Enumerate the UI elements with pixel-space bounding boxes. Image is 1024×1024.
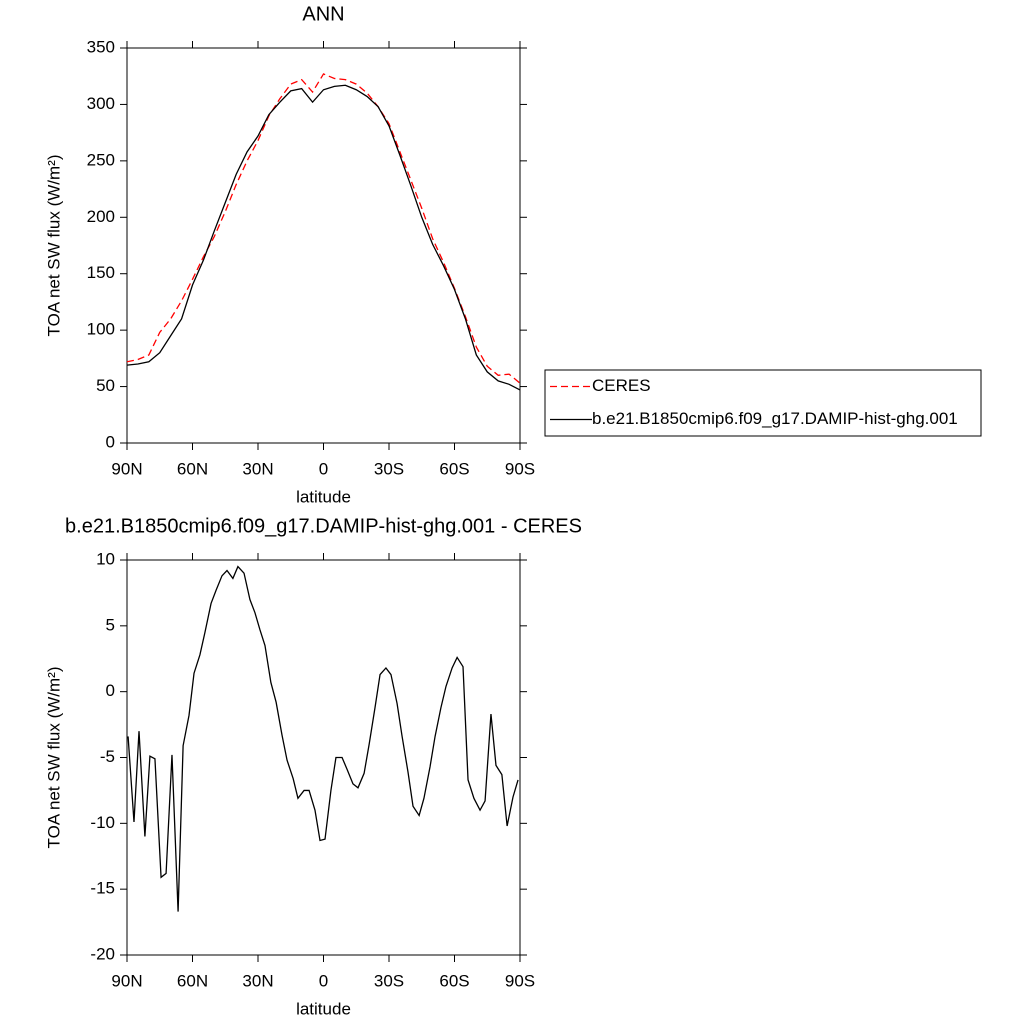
legend-label: b.e21.B1850cmip6.f09_g17.DAMIP-hist-ghg.… — [592, 409, 958, 428]
x-tick-label: 60N — [177, 459, 208, 478]
chart-title: ANN — [302, 3, 344, 25]
y-tick-label: 150 — [87, 263, 115, 282]
x-axis-label: latitude — [296, 487, 351, 506]
y-tick-label: -5 — [100, 747, 115, 766]
x-tick-label: 90N — [111, 459, 142, 478]
y-tick-label: 100 — [87, 320, 115, 339]
y-tick-label: 5 — [106, 615, 115, 634]
y-axis-label: TOA net SW flux (W/m²) — [44, 155, 63, 337]
legend-label: CERES — [592, 376, 651, 395]
plot-frame — [126, 47, 521, 444]
x-tick-label: 90S — [505, 971, 535, 990]
data-line — [126, 73, 521, 384]
x-axis-label: latitude — [296, 999, 351, 1018]
y-axis-label: TOA net SW flux (W/m²) — [44, 667, 63, 849]
x-tick-label: 30S — [374, 459, 404, 478]
data-line — [127, 565, 519, 912]
x-tick-label: 0 — [319, 459, 328, 478]
y-tick-label: 10 — [96, 549, 115, 568]
x-tick-label: 0 — [319, 971, 328, 990]
y-tick-label: 250 — [87, 150, 115, 169]
y-tick-label: -10 — [90, 813, 115, 832]
x-tick-label: 60S — [439, 459, 469, 478]
x-tick-label: 30S — [374, 971, 404, 990]
x-tick-label: 90N — [111, 971, 142, 990]
x-tick-label: 90S — [505, 459, 535, 478]
y-tick-label: 0 — [106, 432, 115, 451]
y-tick-label: 0 — [106, 681, 115, 700]
y-tick-label: 350 — [87, 37, 115, 56]
y-tick-label: -15 — [90, 879, 115, 898]
y-tick-label: 50 — [96, 376, 115, 395]
x-tick-label: 60N — [177, 971, 208, 990]
x-tick-label: 30N — [242, 971, 273, 990]
data-line — [126, 84, 521, 391]
x-tick-label: 30N — [242, 459, 273, 478]
chart-title: b.e21.B1850cmip6.f09_g17.DAMIP-hist-ghg.… — [65, 515, 582, 537]
y-tick-label: 300 — [87, 94, 115, 113]
y-tick-label: -20 — [90, 944, 115, 963]
legend-box — [544, 369, 982, 437]
y-tick-label: 200 — [87, 207, 115, 226]
plot-frame — [126, 559, 521, 956]
x-tick-label: 60S — [439, 971, 469, 990]
